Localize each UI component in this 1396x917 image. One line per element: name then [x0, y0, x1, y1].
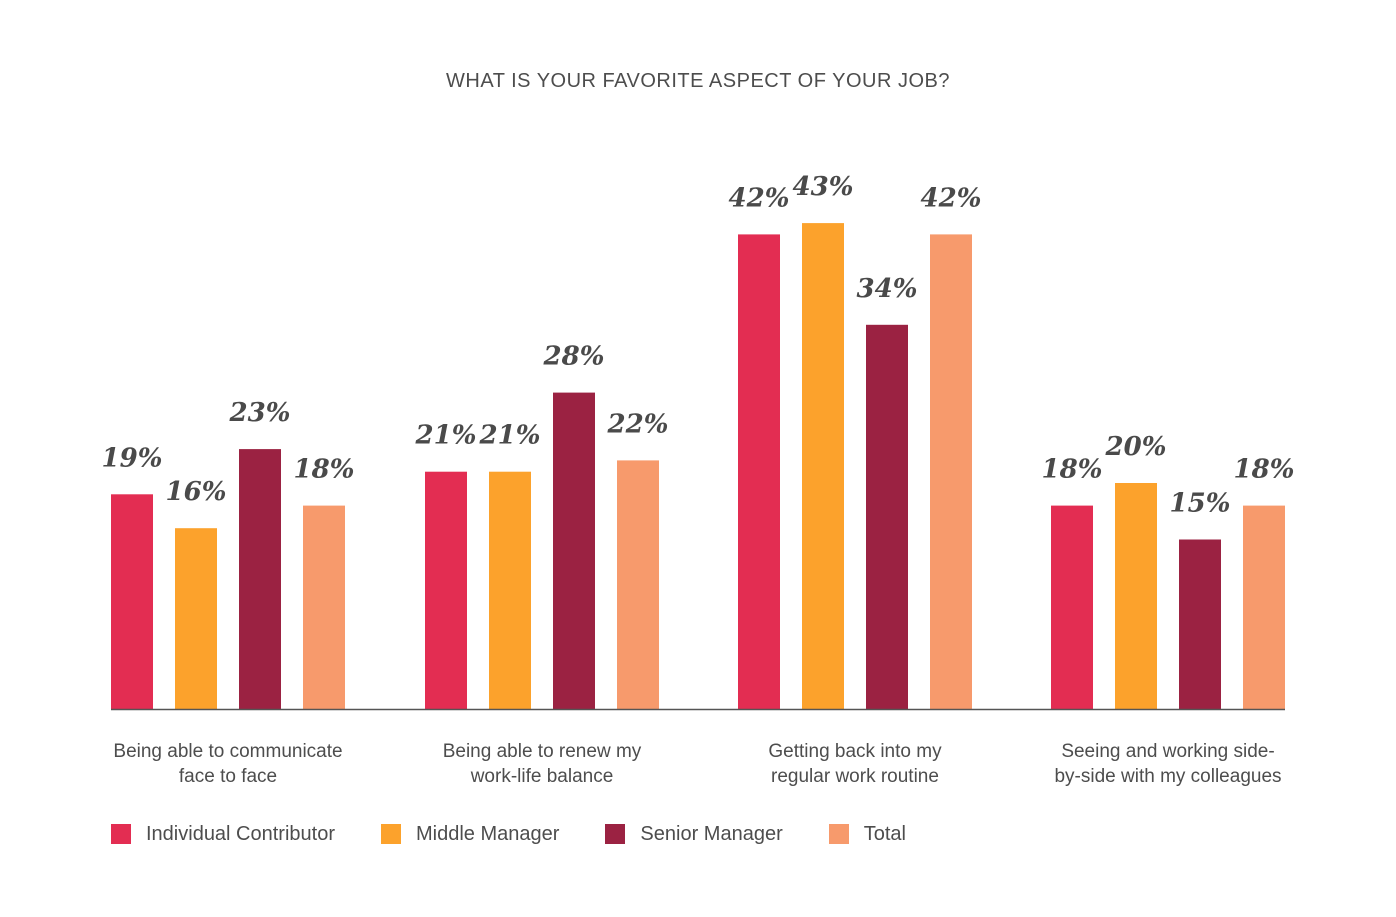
bar: [1179, 539, 1221, 709]
data-label: 15%: [1170, 489, 1231, 519]
data-label: 43%: [793, 172, 854, 202]
bar: [738, 234, 780, 709]
x-tick-label: work-life balance: [470, 766, 614, 787]
data-label: 23%: [229, 398, 291, 428]
data-label: 22%: [607, 409, 669, 439]
bar: [617, 460, 659, 709]
bar: [930, 234, 972, 709]
bar: [1115, 483, 1157, 709]
legend-swatch-middle-manager: [381, 824, 401, 844]
legend-item-total: Total: [828, 822, 906, 846]
x-tick-label: Being able to renew my: [443, 741, 642, 762]
data-label: 34%: [857, 274, 918, 304]
legend-label: Total: [863, 822, 906, 845]
bar: [111, 494, 153, 709]
bar: [175, 528, 217, 709]
x-tick-label: Getting back into my: [768, 741, 942, 762]
data-label: 18%: [1234, 455, 1295, 485]
data-label: 18%: [1042, 455, 1103, 485]
legend-swatch-senior-manager: [605, 824, 626, 844]
legend-item-individual-contributor: Individual Contributor: [111, 823, 335, 846]
chart-title: WHAT IS YOUR FAVORITE ASPECT OF YOUR JOB…: [446, 70, 950, 92]
legend-item-middle-manager: Middle Manager: [381, 823, 559, 846]
bar: [553, 392, 595, 709]
legend-label: Individual Contributor: [146, 822, 335, 845]
data-label: 42%: [921, 183, 982, 213]
x-tick-label: by-side with my colleagues: [1054, 766, 1281, 787]
data-label: 21%: [415, 421, 477, 451]
bar: [239, 449, 281, 709]
data-label: 20%: [1105, 432, 1167, 462]
legend-label: Senior Manager: [640, 822, 783, 845]
bar: [866, 324, 908, 709]
x-tick-label: Seeing and working side-: [1061, 741, 1274, 762]
bar: [1243, 505, 1285, 709]
data-label: 42%: [729, 183, 790, 213]
legend-swatch-individual-contributor: [111, 824, 131, 844]
legend-swatch-total: [828, 824, 849, 844]
bar: [802, 223, 844, 709]
data-label: 16%: [166, 477, 227, 507]
bar: [425, 471, 467, 709]
bar: [1051, 505, 1093, 709]
data-label: 21%: [479, 421, 541, 451]
bar: [303, 505, 345, 709]
x-tick-label: face to face: [179, 766, 277, 787]
data-label: 19%: [102, 443, 163, 473]
x-tick-label: Being able to communicate: [113, 741, 342, 762]
legend: Individual Contributor Middle Manager Se…: [111, 820, 906, 848]
legend-label: Middle Manager: [416, 822, 560, 845]
legend-item-senior-manager: Senior Manager: [605, 822, 783, 846]
x-tick-label: regular work routine: [771, 766, 939, 787]
bar: [489, 471, 531, 709]
data-label: 28%: [543, 342, 605, 372]
data-label: 18%: [294, 455, 355, 485]
